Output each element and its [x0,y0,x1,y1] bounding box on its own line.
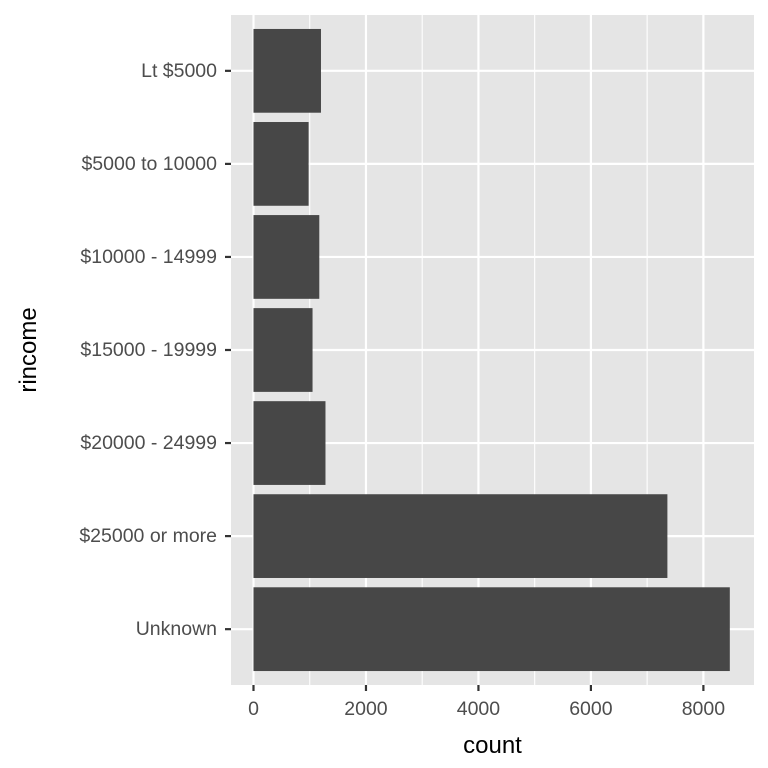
y-tick-label: $20000 - 24999 [80,432,217,454]
y-tick-label: Unknown [136,618,217,640]
y-tick-label: $10000 - 14999 [80,246,217,268]
y-axis-title: rincome [15,307,42,392]
y-tick-label: $5000 to 10000 [81,153,217,175]
x-axis: 0 2000 4000 6000 8000 [248,685,725,720]
bar [253,587,730,672]
y-tick-label: $25000 or more [79,525,217,547]
x-tick-label: 6000 [569,698,613,720]
bar [253,308,313,392]
x-axis-title: count [463,732,522,759]
x-tick-label: 8000 [682,698,726,720]
x-tick-label: 4000 [457,698,501,720]
x-tick-label: 0 [248,698,259,720]
bar [253,28,321,113]
bar [253,122,309,206]
bar [253,494,668,578]
bar [253,401,326,485]
y-tick-label: Lt $5000 [141,60,217,82]
y-tick-label: $15000 - 19999 [80,339,217,361]
y-axis: Lt $5000 $5000 to 10000 $10000 - 14999 $150… [79,60,231,640]
bars [253,28,730,672]
x-tick-label: 2000 [344,698,388,720]
bar [253,215,320,299]
